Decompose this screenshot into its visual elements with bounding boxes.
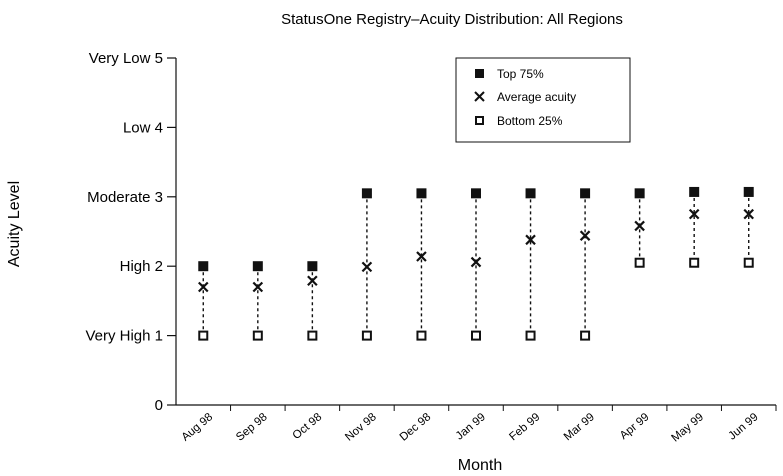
- average-acuity-point: [634, 220, 645, 232]
- y-tick-label: Low 4: [123, 119, 163, 136]
- bottom-25-point: [689, 257, 700, 268]
- y-axis: 0 Very High 1 High 2 Moderate 3 Low 4 Very Lo…: [85, 50, 177, 414]
- legend-x-marker-icon: [474, 91, 485, 102]
- average-acuity-point: [307, 275, 318, 287]
- average-acuity-point: [525, 234, 536, 246]
- x-tick-label: Sep 98: [234, 411, 270, 444]
- x-axis: Aug 98 Sep 98 Oct 98 Nov 98 Dec 98 Jan 99 Feb …: [176, 404, 777, 445]
- bottom-25-point: [743, 257, 754, 268]
- y-tick-label: 0: [155, 397, 163, 414]
- top-75-point: [525, 188, 536, 199]
- x-axis-title: Month: [458, 457, 502, 474]
- bottom-25-point: [634, 257, 645, 268]
- x-tick-label: Nov 98: [343, 411, 379, 444]
- bottom-25-point: [525, 330, 536, 341]
- top-75-point: [416, 188, 427, 199]
- x-tick-label: Jan 99: [454, 411, 488, 442]
- average-acuity-point: [252, 281, 264, 293]
- legend-open-square-icon: [475, 116, 484, 125]
- y-tick-label: Very Low 5: [89, 50, 163, 67]
- chart-title: StatusOne Registry–Acuity Distribution: …: [281, 11, 623, 28]
- legend-filled-square-icon: [475, 69, 484, 78]
- top-75-point: [634, 188, 645, 199]
- average-acuity-point: [743, 208, 755, 220]
- top-75-point: [580, 188, 591, 199]
- average-acuity-point: [361, 261, 373, 273]
- x-tick-label: Apr 99: [618, 411, 652, 442]
- x-tick-label: Feb 99: [507, 411, 542, 443]
- x-tick-label: Dec 98: [398, 411, 434, 444]
- x-tick-label: Mar 99: [562, 411, 597, 443]
- legend: Top 75% Average acuity Bottom 25%: [455, 57, 631, 143]
- average-acuity-point: [197, 281, 209, 293]
- x-tick-label: Oct 98: [291, 411, 325, 442]
- bottom-25-point: [198, 330, 209, 341]
- y-axis-title: Acuity Level: [6, 181, 23, 267]
- top-75-point: [252, 261, 263, 272]
- x-tick-label: May 99: [670, 411, 707, 444]
- average-acuity-point: [688, 208, 700, 220]
- top-75-point: [743, 186, 754, 197]
- legend-label-bottom: Bottom 25%: [497, 114, 563, 128]
- plot-area: [197, 186, 755, 341]
- bottom-25-point: [252, 330, 263, 341]
- top-75-point: [361, 188, 372, 199]
- bottom-25-point: [580, 330, 591, 341]
- top-75-point: [307, 261, 318, 272]
- y-tick-label: High 2: [120, 258, 163, 275]
- top-75-point: [471, 188, 481, 199]
- legend-label-average: Average acuity: [497, 90, 576, 104]
- x-tick-label: Aug 98: [180, 411, 216, 444]
- y-tick-label: Moderate 3: [87, 189, 163, 206]
- average-acuity-point: [579, 230, 591, 241]
- bottom-25-point: [361, 330, 372, 341]
- top-75-point: [689, 186, 700, 197]
- legend-label-top: Top 75%: [497, 67, 544, 81]
- average-acuity-point: [470, 256, 482, 268]
- bottom-25-point: [471, 330, 481, 341]
- legend-box: [455, 57, 631, 143]
- top-75-point: [198, 261, 209, 272]
- average-acuity-point: [416, 251, 427, 262]
- x-tick-label: Jun 99: [726, 411, 760, 442]
- bottom-25-point: [416, 330, 427, 341]
- y-tick-label: Very High 1: [85, 328, 163, 345]
- bottom-25-point: [307, 330, 318, 341]
